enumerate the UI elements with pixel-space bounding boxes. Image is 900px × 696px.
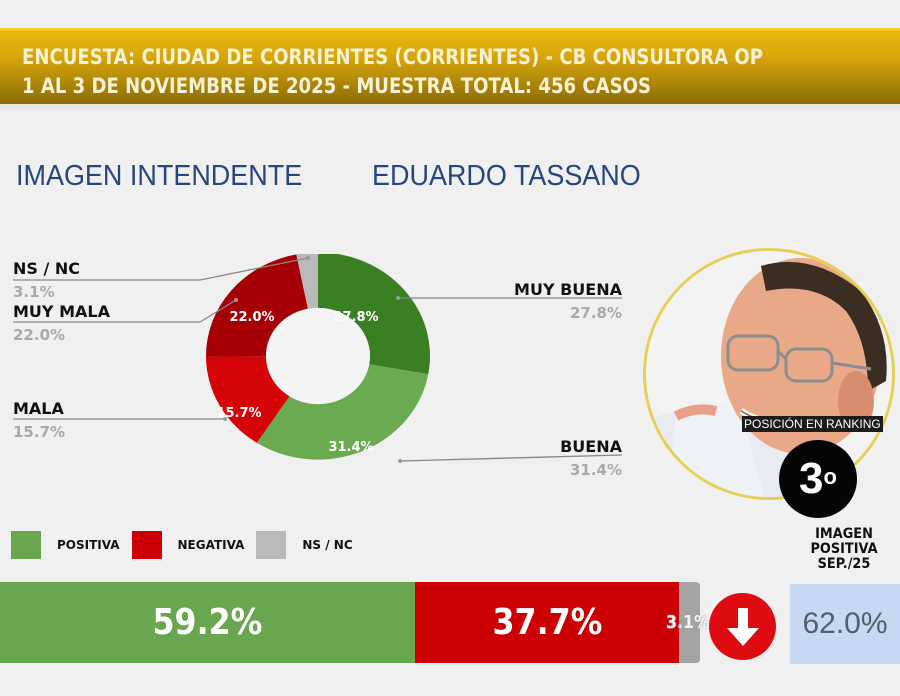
label-muy-buena-value: 27.8% xyxy=(569,304,622,322)
donut-slice-ns-nc xyxy=(296,254,318,309)
donut-inner-label-muy-mala: 22.0% xyxy=(229,310,274,325)
donut-slice-mala xyxy=(206,356,290,443)
previous-label-line-3: SEP./25 xyxy=(817,556,871,572)
previous-label-line-2: POSITIVA xyxy=(810,541,878,557)
label-muy-buena-name: MUY BUENA xyxy=(514,280,622,299)
survey-header-line-2: 1 AL 3 DE NOVIEMBRE DE 2025 - MUESTRA TO… xyxy=(22,74,651,98)
donut-inner-label-buena: 31.4% xyxy=(328,440,373,455)
arrow-down-icon xyxy=(709,593,776,660)
header-shadow xyxy=(0,104,900,110)
legend-label-positiva: POSITIVA xyxy=(57,538,120,552)
label-buena-value: 31.4% xyxy=(569,461,622,479)
bar-segment-ns-nc: 3.1% xyxy=(666,582,710,663)
label-ns-nc-name: NS / NC xyxy=(13,259,81,278)
previous-period-label: IMAGEN POSITIVA SEP./25 xyxy=(798,527,890,572)
previous-label-line-1: IMAGEN xyxy=(815,526,873,542)
legend-swatch-positiva xyxy=(11,531,41,559)
summary-stacked-bar: 59.2% 37.7% 3.1% xyxy=(0,582,710,663)
top-background xyxy=(0,0,900,28)
bar-value-ns-nc: 3.1% xyxy=(665,612,710,633)
section-title: IMAGEN INTENDENTE xyxy=(16,160,303,192)
label-mala-value: 15.7% xyxy=(13,423,66,441)
legend-swatch-negativa xyxy=(131,531,162,559)
donut-slice-buena xyxy=(256,364,429,460)
ranking-position: 3 xyxy=(799,454,824,503)
donut-slice-muy-mala xyxy=(205,254,308,357)
bar-segment-positiva: 59.2% xyxy=(0,582,415,663)
legend-swatch-ns-nc xyxy=(256,531,287,559)
label-muy-mala-value: 22.0% xyxy=(13,326,66,344)
donut-chart: 27.8% 31.4% 15.7% 22.0% xyxy=(205,254,430,460)
donut-inner-label-mala: 15.7% xyxy=(216,406,261,421)
bar-segment-negativa: 37.7% xyxy=(415,582,679,663)
bar-legend: POSITIVA NEGATIVA NS / NC xyxy=(11,531,365,559)
donut-slice-muy-buena xyxy=(318,254,430,375)
legend-label-ns-nc: NS / NC xyxy=(302,538,353,552)
previous-positive-image-value: 62.0% xyxy=(790,584,900,664)
donut-inner-label-muy-buena: 27.8% xyxy=(333,310,378,325)
candidate-name: EDUARDO TASSANO xyxy=(372,160,641,192)
label-buena-name: BUENA xyxy=(560,437,622,456)
bar-value-negativa: 37.7% xyxy=(492,602,602,643)
label-ns-nc-value: 3.1% xyxy=(13,283,55,301)
label-mala-name: MALA xyxy=(13,399,64,418)
candidate-photo xyxy=(643,248,895,500)
ranking-ordinal: o xyxy=(823,464,837,489)
legend-label-negativa: NEGATIVA xyxy=(177,538,245,552)
candidate-portrait-illustration xyxy=(646,251,892,497)
survey-header-banner: ENCUESTA: CIUDAD DE CORRIENTES (CORRIENT… xyxy=(0,28,900,104)
label-muy-mala-name: MUY MALA xyxy=(13,302,110,321)
survey-header-line-1: ENCUESTA: CIUDAD DE CORRIENTES (CORRIENT… xyxy=(22,45,763,69)
bar-value-positiva: 59.2% xyxy=(152,602,263,643)
ranking-label: POSICIÓN EN RANKING xyxy=(742,416,883,432)
